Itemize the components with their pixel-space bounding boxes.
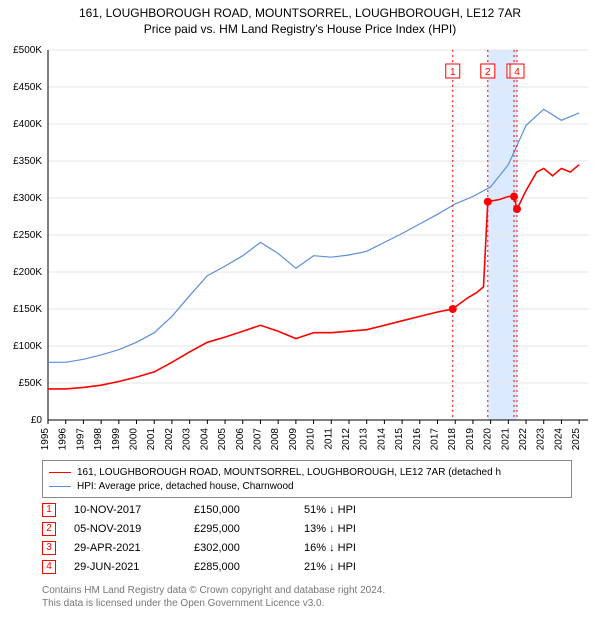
sale-date: 05-NOV-2019 <box>74 523 194 535</box>
svg-text:1998: 1998 <box>93 428 104 451</box>
table-row: 4 29-JUN-2021 £285,000 21% ↓ HPI <box>42 557 394 576</box>
svg-text:£150K: £150K <box>13 304 42 315</box>
svg-text:£350K: £350K <box>13 156 42 167</box>
svg-text:£0: £0 <box>31 415 43 426</box>
svg-text:£100K: £100K <box>13 341 42 352</box>
svg-text:2020: 2020 <box>483 428 494 451</box>
sale-date: 29-JUN-2021 <box>74 561 194 573</box>
sale-marker-2: 2 <box>42 522 56 536</box>
svg-text:2000: 2000 <box>129 428 140 451</box>
sale-delta: 51% ↓ HPI <box>304 504 394 516</box>
legend-swatch-hpi <box>49 486 71 487</box>
legend: 161, LOUGHBOROUGH ROAD, MOUNTSORREL, LOU… <box>42 460 572 498</box>
svg-text:2019: 2019 <box>465 428 476 451</box>
svg-text:£300K: £300K <box>13 193 42 204</box>
legend-swatch-property <box>49 472 71 473</box>
table-row: 1 10-NOV-2017 £150,000 51% ↓ HPI <box>42 500 394 519</box>
svg-text:1996: 1996 <box>58 428 69 451</box>
attribution-line1: Contains HM Land Registry data © Crown c… <box>42 584 385 597</box>
table-row: 2 05-NOV-2019 £295,000 13% ↓ HPI <box>42 519 394 538</box>
svg-text:2007: 2007 <box>252 428 263 451</box>
svg-text:2006: 2006 <box>235 428 246 451</box>
svg-text:2002: 2002 <box>164 428 175 451</box>
svg-text:2011: 2011 <box>323 428 334 450</box>
sale-price: £285,000 <box>194 561 304 573</box>
svg-text:£250K: £250K <box>13 230 42 241</box>
svg-text:2016: 2016 <box>412 428 423 451</box>
svg-text:2012: 2012 <box>341 428 352 451</box>
svg-text:1997: 1997 <box>75 428 86 451</box>
chart-title: 161, LOUGHBOROUGH ROAD, MOUNTSORREL, LOU… <box>0 0 600 22</box>
svg-text:£400K: £400K <box>13 119 42 130</box>
sale-price: £302,000 <box>194 542 304 554</box>
sale-delta: 13% ↓ HPI <box>304 523 394 535</box>
svg-text:1995: 1995 <box>40 428 51 451</box>
sale-marker-1: 1 <box>42 503 56 517</box>
svg-text:2025: 2025 <box>571 428 582 451</box>
svg-text:2015: 2015 <box>394 428 405 451</box>
sale-date: 29-APR-2021 <box>74 542 194 554</box>
svg-text:2013: 2013 <box>359 428 370 451</box>
attribution: Contains HM Land Registry data © Crown c… <box>42 584 385 610</box>
svg-text:2017: 2017 <box>430 428 441 451</box>
sales-table: 1 10-NOV-2017 £150,000 51% ↓ HPI 2 05-NO… <box>42 500 394 576</box>
svg-text:2003: 2003 <box>182 428 193 451</box>
legend-label-hpi: HPI: Average price, detached house, Char… <box>77 481 294 492</box>
legend-item-property: 161, LOUGHBOROUGH ROAD, MOUNTSORREL, LOU… <box>49 465 565 479</box>
svg-text:2023: 2023 <box>536 428 547 451</box>
sale-price: £150,000 <box>194 504 304 516</box>
legend-item-hpi: HPI: Average price, detached house, Char… <box>49 479 565 493</box>
svg-text:2018: 2018 <box>447 428 458 451</box>
attribution-line2: This data is licensed under the Open Gov… <box>42 597 385 610</box>
price-chart: £0 £50K £100K £150K £200K £250K £300K £350K £400… <box>0 44 600 454</box>
svg-text:2010: 2010 <box>306 428 317 451</box>
svg-text:£450K: £450K <box>13 82 42 93</box>
sale-date: 10-NOV-2017 <box>74 504 194 516</box>
sale-price: £295,000 <box>194 523 304 535</box>
svg-text:2022: 2022 <box>518 428 529 451</box>
svg-text:2024: 2024 <box>553 428 564 451</box>
svg-text:2014: 2014 <box>376 428 387 451</box>
sale-delta: 21% ↓ HPI <box>304 561 394 573</box>
svg-text:2008: 2008 <box>270 428 281 451</box>
svg-text:£200K: £200K <box>13 267 42 278</box>
svg-text:2: 2 <box>485 67 491 78</box>
svg-text:2004: 2004 <box>199 428 210 451</box>
svg-text:2001: 2001 <box>146 428 157 451</box>
svg-text:£50K: £50K <box>19 378 43 389</box>
sale-marker-3: 3 <box>42 541 56 555</box>
svg-text:4: 4 <box>514 67 520 78</box>
chart-subtitle: Price paid vs. HM Land Registry's House … <box>0 22 600 38</box>
table-row: 3 29-APR-2021 £302,000 16% ↓ HPI <box>42 538 394 557</box>
svg-text:2021: 2021 <box>500 428 511 451</box>
svg-text:2005: 2005 <box>217 428 228 451</box>
legend-label-property: 161, LOUGHBOROUGH ROAD, MOUNTSORREL, LOU… <box>77 467 501 478</box>
svg-text:2009: 2009 <box>288 428 299 451</box>
sale-delta: 16% ↓ HPI <box>304 542 394 554</box>
sale-marker-4: 4 <box>42 560 56 574</box>
svg-text:1: 1 <box>450 67 456 78</box>
svg-text:1999: 1999 <box>111 428 122 451</box>
svg-text:£500K: £500K <box>13 45 42 56</box>
